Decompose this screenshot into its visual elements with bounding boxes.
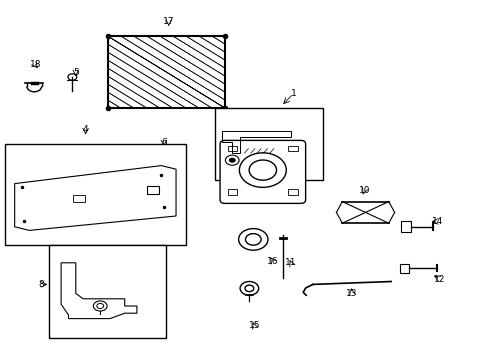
Circle shape [228, 158, 235, 163]
Text: 5: 5 [73, 68, 79, 77]
Text: 1: 1 [290, 89, 296, 98]
Bar [146, 186, 159, 194]
Bar [5, 144, 185, 245]
Text: 3: 3 [280, 159, 286, 168]
Text: 14: 14 [431, 217, 443, 226]
Text: 13: 13 [346, 289, 357, 298]
Bar [107, 36, 224, 108]
Text: 8: 8 [39, 280, 44, 289]
Bar [215, 108, 322, 180]
Bar [107, 36, 224, 108]
Bar [287, 146, 297, 152]
Bar [227, 146, 237, 152]
Text: 16: 16 [266, 256, 278, 266]
Text: 17: 17 [163, 17, 174, 26]
Bar [287, 189, 297, 195]
Text: 7: 7 [285, 136, 291, 145]
Bar [73, 195, 85, 202]
Bar [400, 221, 410, 232]
Bar [227, 189, 237, 195]
Text: 18: 18 [29, 60, 41, 69]
Text: 2: 2 [248, 166, 254, 176]
Text: 12: 12 [433, 275, 445, 284]
FancyBboxPatch shape [220, 140, 305, 203]
Text: 11: 11 [285, 258, 296, 267]
Text: 15: 15 [248, 321, 260, 330]
Text: 10: 10 [358, 186, 369, 195]
Text: 4: 4 [82, 125, 88, 134]
Bar [399, 264, 408, 273]
Text: 9: 9 [102, 320, 108, 328]
Text: 6: 6 [161, 138, 166, 147]
Bar [49, 245, 166, 338]
